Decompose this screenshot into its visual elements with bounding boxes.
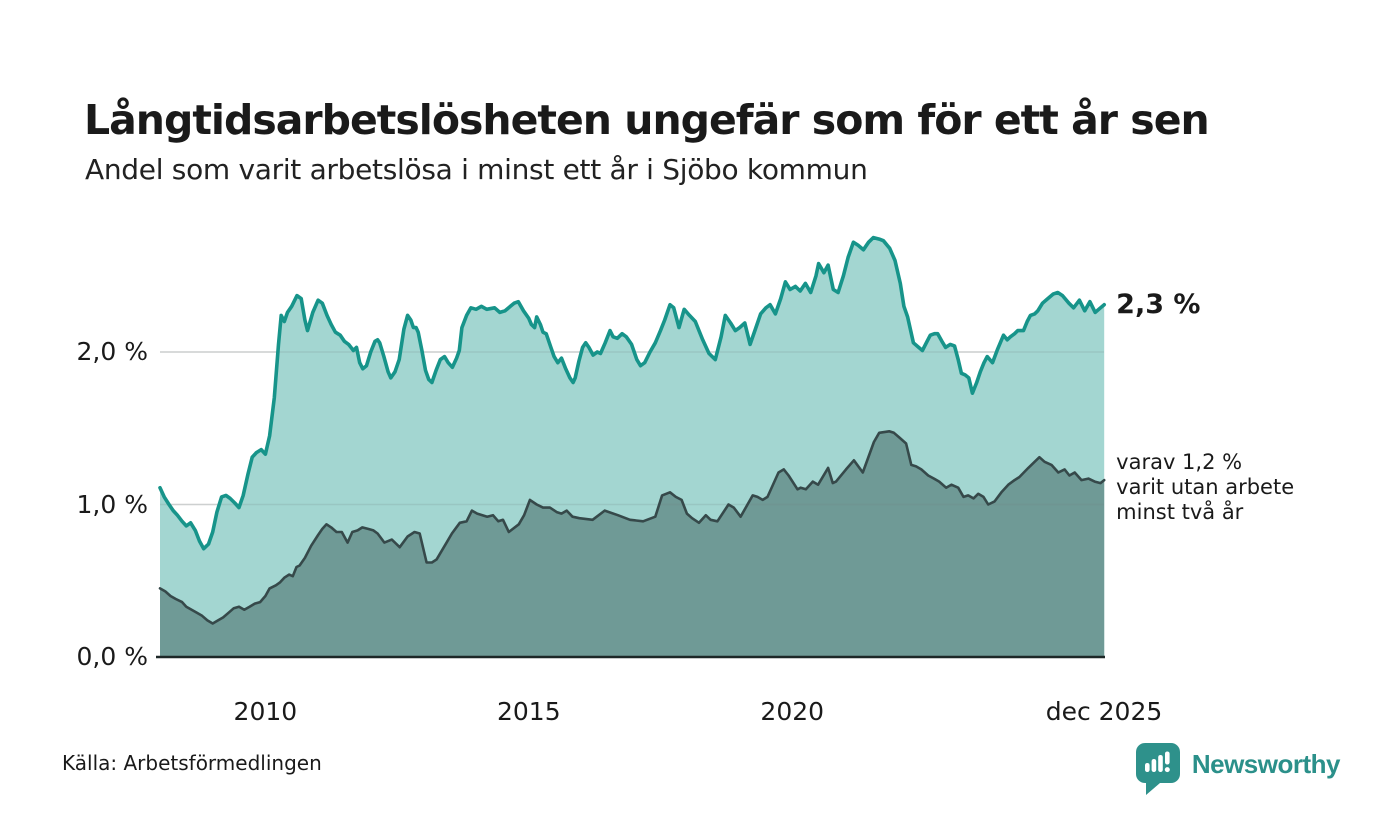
page-subtitle: Andel som varit arbetslösa i minst ett å… [85, 153, 868, 186]
source-note: Källa: Arbetsförmedlingen [62, 751, 322, 775]
secondary-value-line: varav 1,2 % [1116, 450, 1243, 475]
x-tick-label: 2015 [496, 697, 561, 726]
gridlines-over [160, 351, 1104, 506]
x-tick-label: 2020 [760, 697, 825, 726]
secondary-value-label: varav 1,2 % varit utan arbete minst två … [1116, 450, 1294, 525]
secondary-value-line: minst två år [1116, 500, 1244, 525]
x-tick-label: 2010 [233, 697, 298, 726]
page-title: Långtidsarbetslösheten ungefär som för e… [84, 96, 1210, 145]
x-axis-labels: 2010 2015 2020 dec 2025 [0, 697, 1400, 731]
newsworthy-brand: Newsworthy [1135, 742, 1341, 796]
y-tick-label: 0,0 % [76, 642, 148, 671]
series-min-two-years-area [160, 431, 1105, 657]
series-min-one-year-line [158, 235, 1106, 551]
newsworthy-logo-icon [1135, 743, 1180, 795]
y-tick-label: 1,0 % [76, 489, 148, 519]
newsworthy-logo-text: Newsworthy [1191, 749, 1341, 779]
latest-value-label: 2,3 % [1116, 288, 1201, 320]
y-tick-label: 2,0 % [76, 337, 148, 366]
series-min-two-years-line [158, 430, 1106, 625]
secondary-value-line: varit utan arbete [1116, 475, 1295, 500]
x-tick-label: dec 2025 [1045, 697, 1163, 726]
